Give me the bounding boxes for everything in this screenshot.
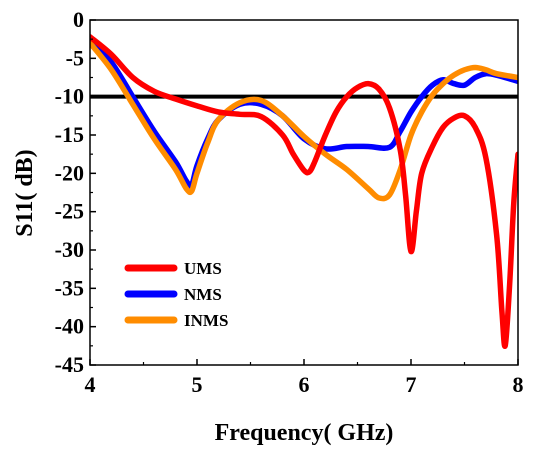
y-tick-label: -25 [55, 199, 84, 224]
y-tick-label: -30 [55, 237, 84, 262]
x-tick-label: 7 [406, 372, 417, 397]
y-tick-label: -40 [55, 314, 84, 339]
legend-label-inms: INMS [184, 311, 228, 330]
plot-area [90, 34, 518, 349]
y-tick-label: -5 [66, 45, 84, 70]
y-tick-label: -15 [55, 122, 84, 147]
x-tick-label: 8 [513, 372, 524, 397]
y-axis-ticks: 0 -5 -10 -15 -20 -25 -30 -35 -40 -45 [55, 7, 96, 377]
y-tick-label: 0 [73, 7, 84, 32]
legend: UMS NMS INMS [124, 259, 228, 330]
x-tick-label: 5 [192, 372, 203, 397]
y-tick-label: -10 [55, 84, 84, 109]
y-tick-label: -45 [55, 352, 84, 377]
series-line-inms [90, 40, 518, 202]
series-line-ums [90, 34, 518, 349]
x-tick-label: 4 [85, 372, 96, 397]
series-layer [90, 34, 518, 349]
x-axis-title: Frequency( GHz) [215, 420, 394, 446]
legend-label-nms: NMS [184, 285, 222, 304]
y-axis-title: S11( dB) [12, 149, 38, 236]
y-tick-label: -20 [55, 160, 84, 185]
legend-label-ums: UMS [184, 259, 222, 278]
y-tick-label: -35 [55, 275, 84, 300]
series-line-nms [90, 36, 518, 189]
x-tick-label: 6 [299, 372, 310, 397]
x-axis-ticks: 4 5 6 7 8 [85, 359, 524, 397]
plot-frame [89, 19, 519, 366]
